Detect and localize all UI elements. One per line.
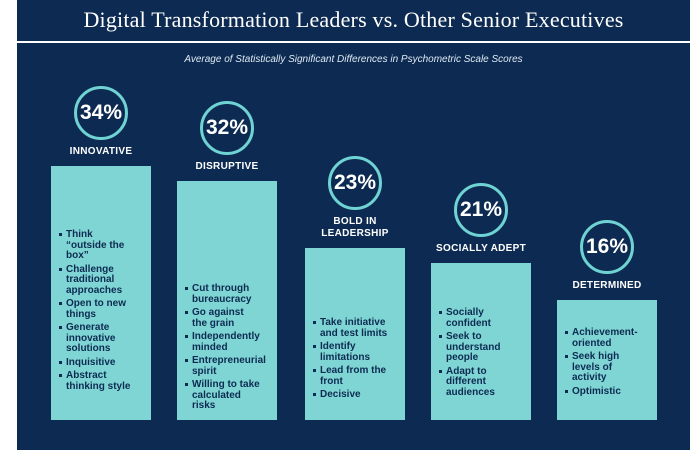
bullet-list: Achievement-oriented Seek high levels of … <box>565 327 641 400</box>
bullet-item: Socially confident <box>439 307 515 329</box>
bullet-item: Go against the grain <box>185 307 261 329</box>
bullet-item: Seek to understand people <box>439 331 515 364</box>
bar-socially-adept <box>431 263 531 420</box>
bullet-list: Take initiative and test limits Identify … <box>313 317 389 404</box>
bullet-item: Achievement-oriented <box>565 327 641 349</box>
title-divider <box>17 41 690 43</box>
bullet-item: Open to new things <box>59 298 135 320</box>
bullet-item: Decisive <box>313 389 389 401</box>
bullet-item: Independently minded <box>185 331 261 353</box>
bullet-item: Seek high levels of activity <box>565 351 641 384</box>
category-label: DETERMINED <box>572 280 642 291</box>
bullet-item: Challenge traditional approaches <box>59 264 135 297</box>
bullet-item: Willing to take calculated risks <box>185 379 261 412</box>
chart-subtitle: Average of Statistically Significant Dif… <box>184 54 523 65</box>
bar-innovative <box>51 166 151 420</box>
bar-disruptive <box>177 181 277 420</box>
value-circle: 34% <box>74 86 128 140</box>
bullet-item: Abstract thinking style <box>59 370 135 392</box>
bullet-list: Cut through bureaucracy Go against the gr… <box>185 283 266 415</box>
value-circle: 16% <box>580 220 634 274</box>
bullet-item: Take initiative and test limits <box>313 317 389 339</box>
bullet-item: Entrepreneurial spirit <box>185 355 266 377</box>
bullet-list: Think “outside the box” Challenge traditi… <box>59 229 135 395</box>
bullet-item: Generate innovative solutions <box>59 322 135 355</box>
bullet-item: Identify limitations <box>313 341 389 363</box>
bar-bold-in-leadership <box>305 248 405 420</box>
bullet-item: Adapt to different audiences <box>439 366 515 399</box>
bullet-item: Think “outside the box” <box>59 229 135 262</box>
chart-title: Digital Transformation Leaders vs. Other… <box>83 7 624 32</box>
value-circle: 32% <box>200 101 254 155</box>
infographic-panel: Digital Transformation Leaders vs. Other… <box>17 0 690 450</box>
category-label: BOLD IN LEADERSHIP <box>321 216 389 239</box>
bullet-item: Lead from the front <box>313 365 389 387</box>
value-circle: 23% <box>328 156 382 210</box>
bullet-item: Inquisitive <box>59 357 135 369</box>
bullet-item: Optimistic <box>565 386 641 398</box>
bar-determined <box>557 300 657 420</box>
category-label: DISRUPTIVE <box>195 161 259 172</box>
value-circle: 21% <box>454 183 508 237</box>
bullet-list: Socially confident Seek to understand peo… <box>439 307 515 401</box>
bullet-item: Cut through bureaucracy <box>185 283 261 305</box>
category-label: INNOVATIVE <box>69 146 133 157</box>
category-label: SOCIALLY ADEPT <box>436 243 526 254</box>
